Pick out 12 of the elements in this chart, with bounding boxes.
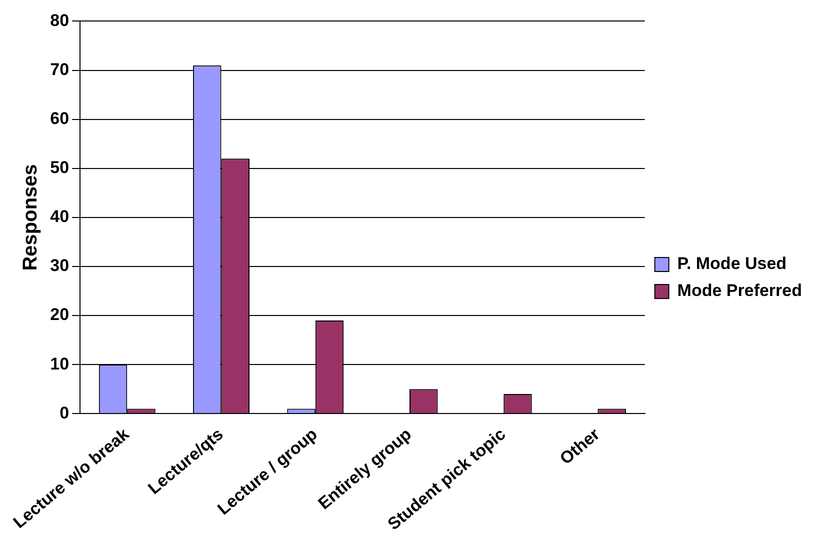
y-tick-label: 20 (50, 305, 70, 324)
y-tick-label: 10 (50, 354, 70, 374)
legend-label: P. Mode Used (677, 254, 787, 274)
y-tick-label: 30 (50, 256, 70, 276)
legend-label: Mode Preferred (677, 281, 802, 300)
y-tick-label: 80 (50, 10, 70, 30)
y-tick-label: 0 (60, 403, 70, 422)
y-axis-title: Responses (20, 164, 42, 271)
y-tick-label: 60 (50, 109, 70, 128)
y-tick-label: 50 (50, 158, 70, 178)
y-tick-label: 70 (50, 60, 70, 79)
y-tick-label: 40 (50, 207, 70, 226)
